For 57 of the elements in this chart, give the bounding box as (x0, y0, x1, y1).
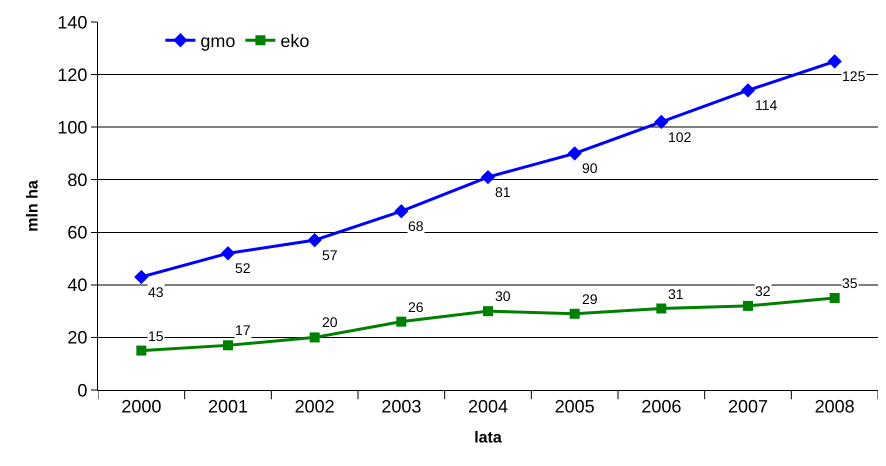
point (136, 346, 146, 356)
y-tick-label: 100 (57, 117, 88, 138)
point (223, 340, 233, 350)
point (220, 246, 236, 260)
x-tick-label: 2000 (121, 396, 162, 417)
data-label: 15 (148, 328, 164, 344)
data-label: 68 (408, 218, 424, 234)
x-tick-label: 2002 (294, 396, 335, 417)
point (394, 204, 408, 218)
x-axis-title: lata (474, 429, 502, 446)
y-axis-title: mln ha (24, 180, 42, 232)
point (740, 83, 756, 98)
data-label: 81 (495, 184, 511, 200)
point (828, 54, 842, 69)
data-label: 43 (148, 284, 164, 300)
point (483, 306, 493, 316)
data-label: 32 (755, 283, 771, 299)
point (396, 316, 406, 327)
x-tick-label: 2003 (381, 396, 422, 417)
point (308, 233, 322, 248)
point (654, 114, 668, 130)
y-tick-label: 140 (57, 12, 88, 32)
x-tick-label: 2004 (468, 396, 508, 417)
point (656, 304, 666, 314)
x-tick-label: 2001 (208, 396, 248, 417)
y-tick-label: 80 (67, 170, 88, 190)
data-label: 31 (668, 286, 684, 302)
x-tick-label: 2007 (728, 396, 768, 417)
point (830, 293, 840, 303)
point (568, 146, 582, 161)
data-label: 30 (495, 288, 511, 304)
data-label: 90 (582, 160, 598, 176)
data-label: 26 (408, 299, 424, 315)
x-tick-label: 2006 (641, 396, 682, 417)
data-label: 35 (842, 275, 858, 291)
data-label: 29 (582, 291, 598, 307)
point (570, 308, 580, 319)
point (480, 170, 496, 184)
y-tick-label: 40 (67, 275, 88, 296)
point (134, 270, 148, 284)
data-label: 52 (235, 260, 251, 276)
point (743, 300, 753, 311)
x-tick-label: 2008 (814, 396, 855, 417)
data-label: 17 (235, 322, 251, 338)
y-tick-label: 120 (57, 64, 88, 85)
y-tick-label: 60 (67, 222, 88, 243)
data-label: 20 (322, 314, 338, 330)
data-label: 125 (842, 68, 866, 84)
y-tick-label: 0 (77, 380, 88, 400)
point (310, 332, 320, 342)
legend-label: eko (280, 31, 310, 52)
y-tick-label: 20 (67, 328, 88, 348)
data-label: 57 (322, 247, 338, 263)
data-label: 114 (755, 97, 778, 113)
data-label: 102 (668, 129, 692, 145)
legend-label: gmo (200, 31, 236, 52)
x-tick-label: 2005 (554, 396, 595, 417)
